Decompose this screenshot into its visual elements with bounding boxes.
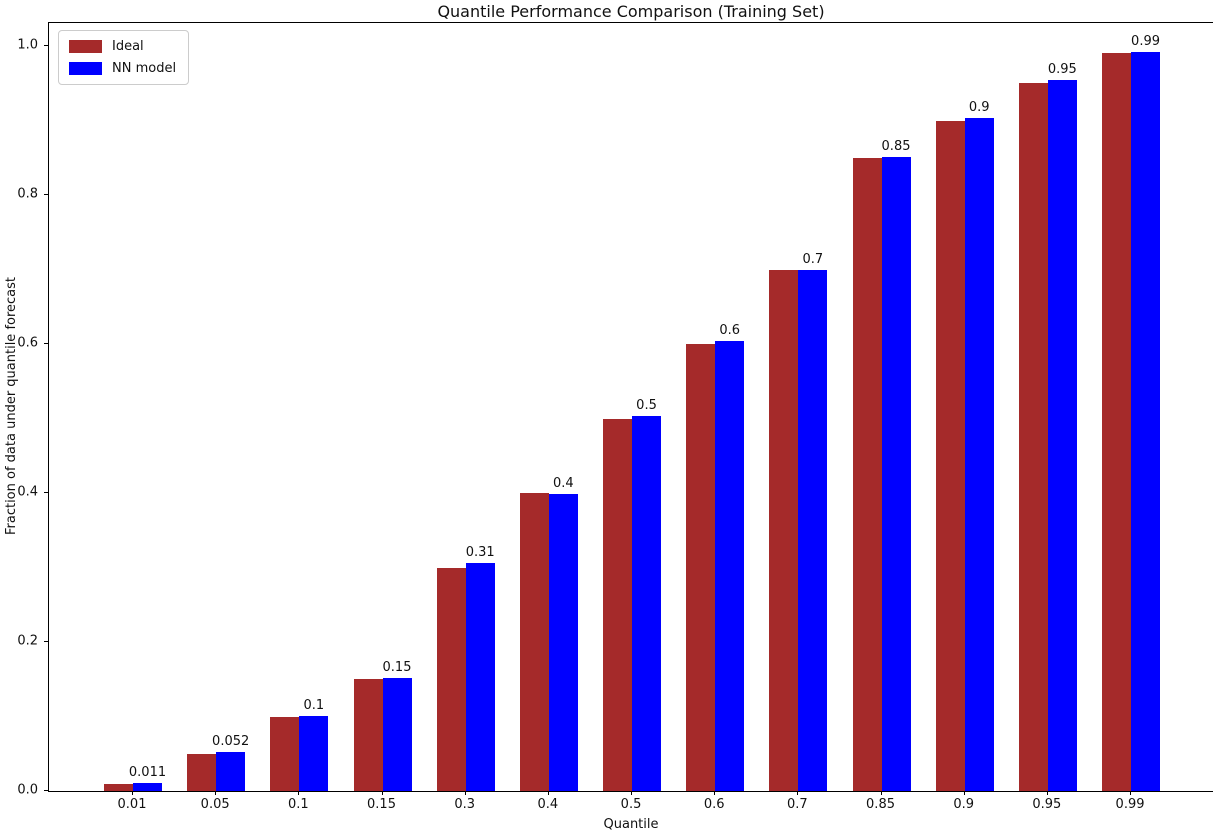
bar-value-label: 0.99 [1131, 33, 1161, 49]
bar-ideal-0.7 [769, 269, 799, 791]
bar-nn-model-0.1 [299, 715, 329, 791]
y-tick-label: 0.0 [17, 782, 38, 798]
bar-nn-model-0.7 [798, 269, 828, 791]
bar-ideal-0.9 [935, 120, 965, 791]
bar-ideal-0.6 [686, 344, 716, 791]
bar-value-label: 0.95 [1047, 61, 1077, 77]
plot-area: Ideal NN model 0.011 0.052 0.1 0.15 0.31 0.4 0.… [48, 22, 1213, 792]
bar-value-label: 0.011 [128, 764, 167, 780]
bar-value-label: 0.5 [636, 397, 657, 413]
legend-item-ideal: Ideal [69, 39, 176, 54]
y-tick-mark [44, 492, 48, 493]
bar-nn-model-0.6 [715, 341, 745, 791]
x-axis-label: Quantile [603, 817, 659, 832]
x-tick-label: 0.4 [537, 797, 559, 812]
legend: Ideal NN model [58, 30, 190, 85]
y-tick-label: 0.8 [17, 186, 38, 202]
bar-nn-model-0.4 [548, 494, 578, 791]
bar-ideal-0.99 [1102, 53, 1132, 791]
x-tick-mark [880, 791, 882, 795]
legend-label: NN model [112, 61, 177, 76]
bar-ideal-0.95 [1018, 83, 1048, 791]
x-tick-label: 0.5 [620, 797, 642, 812]
x-tick-mark [1046, 791, 1048, 795]
bar-nn-model-0.3 [465, 563, 495, 791]
bar-ideal-0.15 [353, 679, 383, 791]
bar-value-label: 0.31 [465, 545, 495, 561]
legend-swatch [69, 62, 102, 75]
bar-value-label: 0.6 [719, 323, 741, 339]
x-tick-label: 0.9 [953, 797, 975, 812]
x-tick-mark [132, 791, 133, 795]
x-tick-mark [1130, 791, 1132, 795]
x-tick-mark [215, 791, 217, 795]
x-tick-mark [714, 791, 716, 795]
x-tick-mark [631, 791, 633, 795]
bar-value-label: 0.052 [212, 734, 250, 750]
y-tick-mark [44, 343, 48, 344]
x-tick-label: 0.3 [454, 797, 476, 812]
bar-value-label: 0.9 [968, 99, 990, 115]
bar-nn-model-0.15 [382, 677, 412, 791]
bar-ideal-0.3 [436, 567, 466, 791]
legend-label: Ideal [112, 39, 144, 54]
x-tick-label: 0.85 [866, 797, 895, 812]
y-tick-mark [44, 45, 48, 46]
bar-ideal-0.05 [187, 753, 217, 791]
x-tick-label: 0.99 [1115, 797, 1145, 812]
bar-ideal-0.5 [603, 418, 633, 791]
bar-value-label: 0.15 [382, 659, 412, 675]
y-tick-label: 0.4 [17, 484, 38, 500]
bar-nn-model-0.85 [881, 157, 911, 791]
bar-ideal-0.85 [852, 157, 882, 791]
y-tick-mark [44, 790, 48, 791]
x-tick-label: 0.01 [117, 797, 147, 812]
x-tick-mark [464, 791, 466, 795]
x-tick-label: 0.15 [367, 797, 396, 812]
bar-value-label: 0.4 [553, 476, 574, 492]
bar-value-label: 0.85 [881, 139, 911, 154]
bar-nn-model-0.01 [133, 782, 162, 791]
y-tick-label: 0.6 [17, 335, 38, 351]
y-tick-label: 0.2 [17, 633, 38, 649]
bar-ideal-0.1 [270, 716, 300, 791]
x-tick-label: 0.6 [703, 797, 725, 812]
bar-value-label: 0.7 [802, 251, 824, 267]
y-tick-label: 1.0 [17, 37, 38, 53]
bar-nn-model-0.99 [1131, 51, 1161, 791]
x-tick-label: 0.1 [287, 797, 309, 812]
x-tick-mark [797, 791, 799, 795]
x-tick-mark [381, 791, 383, 795]
legend-swatch [69, 40, 102, 53]
x-tick-mark [547, 791, 549, 795]
x-tick-label: 0.95 [1032, 797, 1062, 812]
y-tick-mark [44, 194, 48, 195]
chart-title: Quantile Performance Comparison (Trainin… [437, 2, 825, 21]
x-tick-label: 0.7 [787, 797, 808, 812]
y-tick-mark [44, 641, 48, 642]
x-tick-mark [298, 791, 300, 795]
bar-nn-model-0.95 [1047, 79, 1077, 791]
bar-ideal-0.4 [519, 493, 549, 791]
legend-item-nn-model: NN model [69, 61, 176, 76]
x-tick-label: 0.05 [200, 797, 230, 812]
bar-value-label: 0.1 [303, 697, 325, 713]
bar-ideal-0.01 [104, 783, 133, 791]
bar-nn-model-0.05 [216, 752, 246, 791]
x-tick-mark [963, 791, 965, 795]
bar-nn-model-0.5 [632, 415, 662, 791]
bar-nn-model-0.9 [964, 117, 994, 791]
